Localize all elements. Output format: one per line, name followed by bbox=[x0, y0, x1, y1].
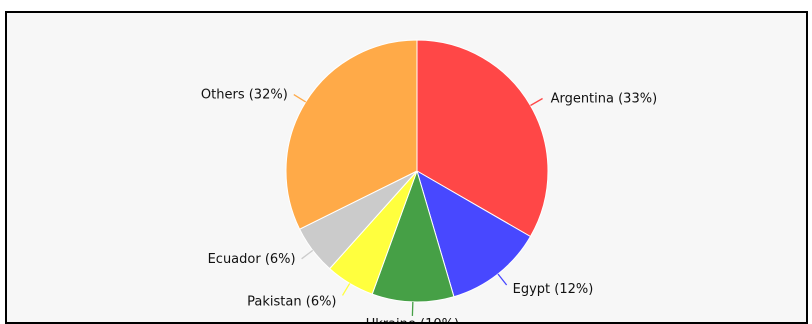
slice-label-ecuador: Ecuador (6%) bbox=[208, 252, 296, 267]
leader-line-ecuador bbox=[302, 250, 313, 258]
pie-slices bbox=[286, 40, 548, 302]
slice-label-pakistan: Pakistan (6%) bbox=[247, 294, 336, 309]
slice-label-egypt: Egypt (12%) bbox=[513, 282, 594, 297]
chart-frame: Argentina (33%) Egypt (12%) Ukraine (10%) P… bbox=[5, 11, 808, 324]
pie-chart: Argentina (33%) Egypt (12%) Ukraine (10%) P… bbox=[7, 13, 806, 322]
slice-label-ukraine: Ukraine (10%) bbox=[366, 317, 459, 322]
slice-label-others: Others (32%) bbox=[201, 88, 288, 103]
leader-line-others bbox=[294, 95, 306, 102]
leader-line-egypt bbox=[498, 274, 507, 285]
slice-label-argentina: Argentina (33%) bbox=[551, 92, 658, 107]
leader-line-pakistan bbox=[343, 283, 350, 295]
leader-line-argentina bbox=[530, 99, 542, 106]
